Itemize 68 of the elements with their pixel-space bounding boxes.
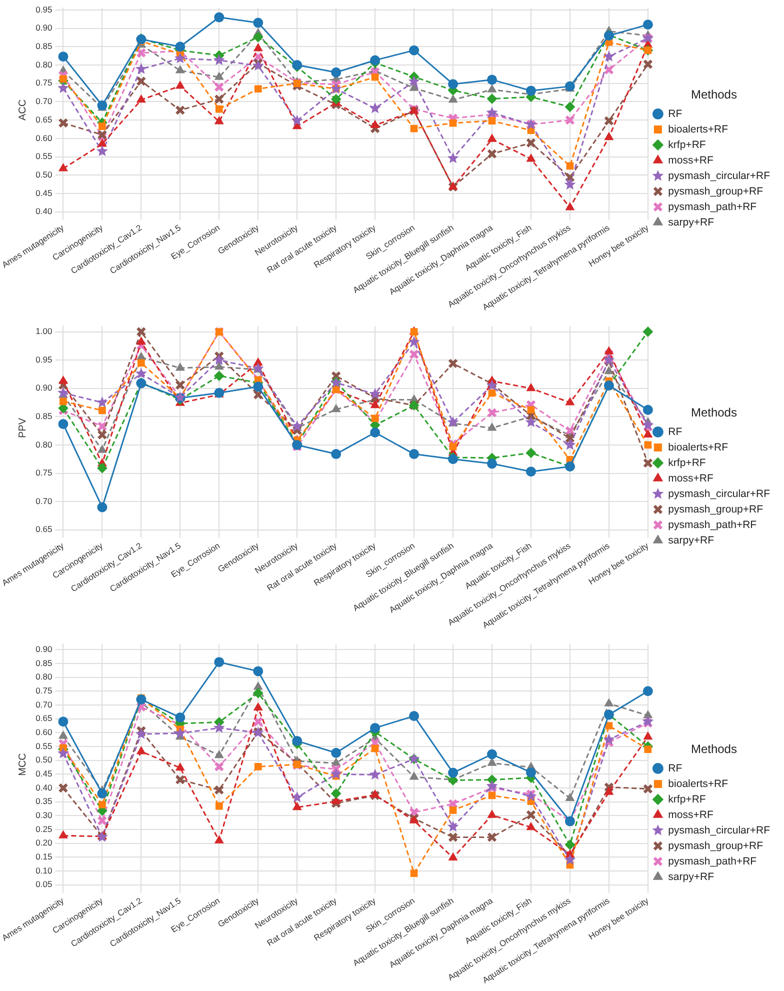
y-tick-label: 0.70: [36, 496, 52, 506]
y-tick-label: 0.50: [36, 754, 52, 765]
y-tick-label: 0.90: [36, 22, 52, 33]
legend-label: pysmash_circular+RF: [668, 170, 770, 182]
y-tick-label: 0.45: [36, 188, 52, 198]
y-tick-label: 0.80: [36, 439, 52, 450]
legend-title: Methods: [690, 742, 737, 756]
y-tick-label: 0.80: [36, 59, 52, 70]
legend-label: krfp+RF: [668, 456, 706, 469]
y-tick-label: 0.60: [36, 727, 52, 738]
y-tick-label: 1.00: [36, 326, 52, 336]
legend-label: pysmash_group+RF: [668, 185, 764, 198]
y-tick-label: 0.95: [36, 4, 52, 14]
y-tick-label: 0.65: [36, 713, 52, 724]
y-tick-label: 0.85: [36, 411, 52, 422]
y-tick-label: 0.70: [36, 699, 52, 710]
y-axis-title: PPV: [17, 418, 28, 438]
legend-title: Methods: [690, 406, 737, 420]
legend-label: krfp+RF: [668, 138, 706, 151]
legend-label: pysmash_circular+RF: [668, 824, 770, 836]
legend-label: bioalerts+RF: [668, 123, 728, 136]
legend-label: RF: [668, 762, 682, 774]
y-tick-label: 0.85: [36, 41, 52, 51]
y-tick-label: 0.75: [36, 685, 52, 696]
y-axis-title: ACC: [17, 99, 28, 121]
y-tick-label: 0.45: [36, 768, 52, 779]
y-tick-label: 0.05: [36, 879, 52, 890]
legend-label: pysmash_path+RF: [668, 518, 757, 531]
y-tick-label: 0.90: [36, 382, 52, 393]
y-tick-label: 0.85: [36, 658, 52, 668]
y-tick-label: 0.95: [36, 354, 52, 364]
y-tick-label: 0.20: [36, 838, 52, 848]
legend-label: bioalerts+RF: [668, 441, 728, 454]
legend-label: pysmash_group+RF: [668, 840, 764, 852]
legend-label: pysmash_path+RF: [668, 855, 757, 868]
legend-title: Methods: [690, 88, 737, 102]
y-tick-label: 0.40: [36, 782, 52, 792]
legend-label: pysmash_circular+RF: [668, 488, 770, 500]
legend-label: RF: [668, 108, 682, 120]
legend-label: pysmash_group+RF: [668, 503, 764, 516]
legend-label: sarpy+RF: [668, 534, 714, 546]
y-tick-label: 0.75: [36, 78, 52, 88]
y-tick-label: 0.65: [36, 524, 52, 534]
legend-label: moss+RF: [668, 472, 714, 484]
y-tick-label: 0.55: [36, 740, 52, 751]
legend-label: pysmash_path+RF: [668, 200, 757, 213]
y-tick-label: 0.75: [36, 468, 52, 478]
y-tick-label: 0.35: [36, 796, 52, 806]
y-tick-label: 0.70: [36, 96, 52, 106]
legend-label: moss+RF: [668, 808, 714, 821]
y-tick-label: 0.30: [36, 810, 52, 820]
legend-label: RF: [668, 426, 682, 438]
legend-label: bioalerts+RF: [668, 778, 728, 790]
y-tick-label: 0.60: [36, 132, 52, 143]
y-tick-label: 0.55: [36, 151, 52, 162]
y-tick-label: 0.90: [36, 644, 52, 654]
y-tick-label: 0.50: [36, 170, 52, 180]
y-tick-label: 0.25: [36, 824, 52, 834]
y-tick-label: 0.15: [36, 852, 52, 862]
y-tick-label: 0.40: [36, 206, 52, 216]
y-axis-title: MCC: [17, 753, 28, 776]
legend-label: sarpy+RF: [668, 216, 714, 228]
legend-label: moss+RF: [668, 154, 714, 166]
y-tick-label: 0.65: [36, 114, 52, 124]
y-tick-label: 0.80: [36, 672, 52, 682]
y-tick-label: 0.10: [36, 865, 52, 876]
legend-label: sarpy+RF: [668, 870, 714, 883]
legend-label: krfp+RF: [668, 793, 706, 806]
